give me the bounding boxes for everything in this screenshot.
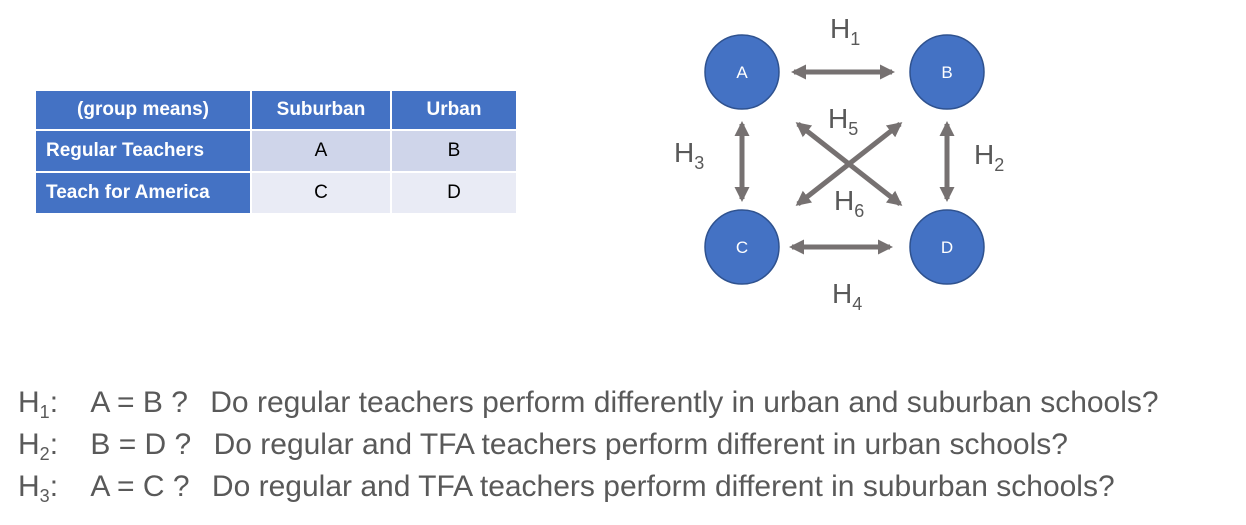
edge-label-h6: H6 (834, 185, 864, 221)
table-corner-header: (group means) (34, 89, 252, 131)
hypothesis-list: H1: A = B ? Do regular teachers perform … (18, 386, 1159, 512)
node-c: C (704, 209, 780, 285)
hypothesis-equation: A = C ? (90, 470, 190, 503)
table-row: Teach for America C D (34, 171, 518, 215)
group-means-table: (group means) Suburban Urban Regular Tea… (34, 89, 518, 215)
hypothesis-question: Do regular and TFA teachers perform diff… (211, 470, 1115, 503)
node-b: B (909, 34, 985, 110)
table-cell: D (390, 171, 518, 215)
hypothesis-equation: A = B ? (90, 386, 188, 419)
hypothesis-equation: B = D ? (90, 428, 192, 461)
table-cell: A (250, 129, 392, 173)
node-b-label: B (941, 63, 952, 82)
node-d-label: D (941, 238, 953, 257)
node-a: A (704, 34, 780, 110)
hypothesis-line-h1: H1: A = B ? Do regular teachers perform … (18, 386, 1159, 428)
column-header-urban: Urban (390, 89, 518, 131)
edge-label-h4: H4 (832, 278, 862, 314)
hypothesis-symbol: H1: (18, 386, 59, 422)
hypothesis-line-h3: H3: A = C ? Do regular and TFA teachers … (18, 470, 1159, 512)
arrow-b-c (795, 122, 903, 206)
node-a-label: A (736, 63, 748, 82)
edge-label-h1: H1 (830, 13, 860, 49)
row-header-teach-for-america: Teach for America (34, 171, 252, 215)
hypothesis-question: Do regular teachers perform differently … (210, 386, 1159, 419)
edge-label-h3: H3 (674, 137, 704, 173)
table-cell: B (390, 129, 518, 173)
hypothesis-symbol: H2: (18, 428, 59, 464)
node-d: D (909, 209, 985, 285)
hypothesis-symbol: H3: (18, 470, 59, 506)
edge-label-h5: H5 (828, 103, 858, 139)
table-cell: C (250, 171, 392, 215)
edge-label-h2: H2 (974, 139, 1004, 175)
column-header-suburban: Suburban (250, 89, 392, 131)
row-header-regular-teachers: Regular Teachers (34, 129, 252, 173)
table-row: Regular Teachers A B (34, 129, 518, 173)
node-c-label: C (736, 238, 748, 257)
hypothesis-question: Do regular and TFA teachers perform diff… (213, 428, 1068, 461)
hypothesis-line-h2: H2: B = D ? Do regular and TFA teachers … (18, 428, 1159, 470)
